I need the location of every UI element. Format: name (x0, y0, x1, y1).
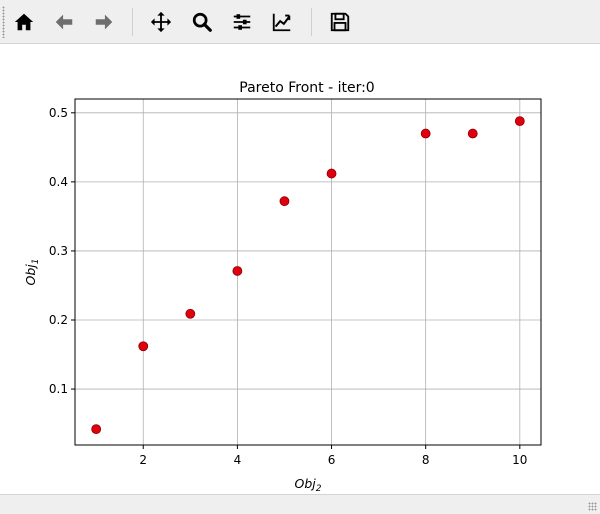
y-tick-label: 0.4 (49, 175, 68, 189)
forward-button[interactable] (88, 6, 120, 38)
edit-axes-button[interactable] (266, 6, 298, 38)
y-tick-label: 0.2 (49, 313, 68, 327)
y-tick-label: 0.5 (49, 106, 68, 120)
x-tick-label: 2 (139, 453, 147, 467)
data-point (185, 308, 196, 319)
floppy-disk-icon (330, 12, 350, 32)
pan-button[interactable] (145, 6, 177, 38)
data-point (467, 128, 478, 139)
y-tick-label: 0.3 (49, 244, 68, 258)
data-points (91, 116, 525, 435)
data-point (514, 116, 525, 126)
resize-grip[interactable] (588, 502, 597, 511)
data-point (420, 128, 431, 139)
y-tick-label: 0.1 (49, 382, 68, 396)
data-point (279, 196, 290, 207)
axis-ticks: 2 4 6 8 10 0.1 0.2 0.3 0.4 0.5 (49, 106, 528, 467)
data-point (232, 266, 243, 276)
arrow-right-icon (95, 14, 113, 30)
x-tick-label: 4 (234, 453, 242, 467)
sliders-icon (233, 14, 251, 30)
x-tick-label: 10 (512, 453, 527, 467)
data-point (91, 424, 102, 435)
magnifier-icon (192, 12, 212, 32)
back-button[interactable] (48, 6, 80, 38)
x-tick-label: 6 (328, 453, 336, 467)
toolbar (0, 0, 600, 44)
data-point (138, 341, 149, 352)
move-arrows-icon (150, 11, 172, 33)
toolbar-separator (311, 8, 312, 36)
data-point (326, 168, 337, 179)
status-bar (0, 494, 600, 514)
x-tick-label: 8 (422, 453, 430, 467)
grid (75, 99, 541, 445)
scatter-chart: Pareto Front - iter:0 2 4 6 8 10 0.1 0.2 0.3 0.4… (23, 80, 542, 494)
zoom-button[interactable] (186, 6, 218, 38)
figure-canvas[interactable]: Pareto Front - iter:0 2 4 6 8 10 0.1 0.2 0.3 0.4… (0, 44, 600, 494)
save-button[interactable] (324, 6, 356, 38)
configure-subplots-button[interactable] (226, 6, 258, 38)
toolbar-grip[interactable] (2, 6, 5, 38)
line-chart-icon (272, 13, 291, 32)
home-icon (14, 13, 34, 31)
chart-title: Pareto Front - iter:0 (239, 80, 374, 96)
toolbar-separator (132, 8, 133, 36)
home-button[interactable] (8, 6, 40, 38)
arrow-left-icon (55, 14, 73, 30)
plot-frame (74, 98, 542, 446)
x-axis-label: Obj2 (295, 476, 322, 494)
y-axis-label: Obj1 (23, 259, 41, 286)
